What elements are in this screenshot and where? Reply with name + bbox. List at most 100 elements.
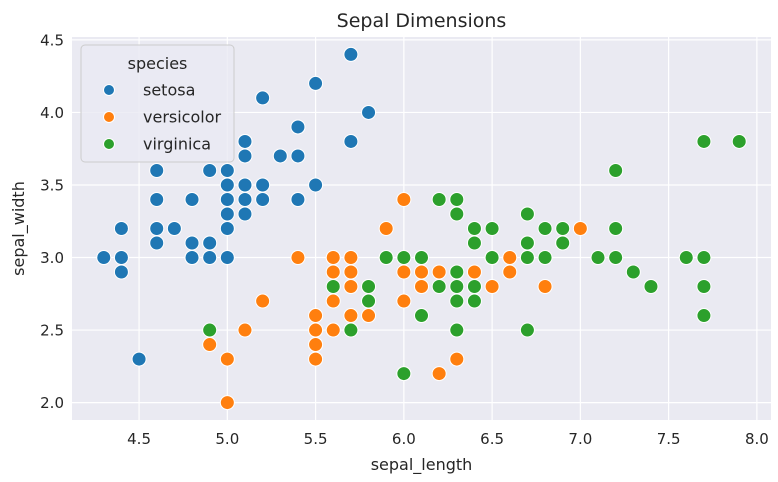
setosa-point bbox=[290, 119, 306, 135]
virginica-point bbox=[608, 221, 624, 236]
legend-label-virginica: virginica bbox=[143, 135, 211, 154]
virginica-point bbox=[537, 250, 553, 266]
virginica-point bbox=[590, 250, 606, 266]
versicolor-point bbox=[325, 264, 341, 280]
setosa-point bbox=[202, 235, 218, 251]
setosa-point bbox=[202, 162, 218, 178]
versicolor-point bbox=[325, 322, 341, 338]
virginica-point bbox=[519, 322, 535, 338]
tick-labels: 4.5 5.0 5.5 6.0 6.5 7.0 7.5 8.0 2.0 2.5 3.0 3.5 4.0 4… bbox=[40, 31, 769, 448]
versicolor-point bbox=[414, 264, 429, 280]
versicolor-point bbox=[431, 366, 447, 382]
series-virginica bbox=[202, 133, 747, 382]
setosa-point bbox=[361, 104, 377, 120]
setosa-point bbox=[290, 148, 306, 164]
versicolor-point bbox=[290, 250, 306, 266]
x-tick-label: 8.0 bbox=[745, 430, 769, 448]
data-points bbox=[96, 46, 747, 411]
virginica-point bbox=[431, 191, 447, 207]
versicolor-point bbox=[343, 250, 359, 266]
versicolor-point bbox=[414, 279, 429, 295]
legend: species setosa versicolor virginica bbox=[80, 44, 235, 163]
setosa-point bbox=[96, 250, 112, 266]
x-tick-label: 7.5 bbox=[657, 430, 681, 448]
setosa-point bbox=[237, 177, 253, 193]
virginica-point bbox=[696, 308, 712, 324]
versicolor-point bbox=[219, 351, 235, 367]
virginica-point bbox=[466, 293, 482, 309]
setosa-point bbox=[219, 206, 235, 222]
versicolor-point bbox=[308, 351, 324, 367]
y-tick-label: 4.5 bbox=[40, 31, 64, 49]
legend-title: species bbox=[128, 54, 188, 73]
versicolor-point bbox=[449, 351, 465, 367]
versicolor-point bbox=[484, 279, 500, 295]
setosa-point bbox=[255, 177, 271, 193]
setosa-point bbox=[149, 191, 165, 207]
x-tick-label: 7.0 bbox=[568, 430, 592, 448]
virginica-point bbox=[678, 250, 694, 266]
versicolor-point bbox=[396, 191, 412, 207]
y-tick-label: 2.5 bbox=[40, 322, 64, 340]
setosa-point bbox=[343, 133, 359, 149]
virginica-point bbox=[325, 279, 341, 295]
x-tick-label: 6.5 bbox=[480, 430, 504, 448]
virginica-point bbox=[555, 221, 571, 236]
legend-label-setosa: setosa bbox=[143, 81, 195, 100]
setosa-point bbox=[343, 46, 359, 62]
setosa-point bbox=[113, 221, 129, 236]
virginica-point bbox=[378, 250, 394, 266]
virginica-point bbox=[537, 221, 553, 236]
legend-marker-virginica bbox=[103, 138, 115, 150]
virginica-point bbox=[414, 308, 429, 324]
setosa-point bbox=[202, 250, 218, 266]
setosa-point bbox=[184, 250, 200, 266]
versicolor-point bbox=[396, 264, 412, 280]
virginica-point bbox=[466, 279, 482, 295]
virginica-point bbox=[731, 133, 747, 149]
setosa-point bbox=[272, 148, 288, 164]
virginica-point bbox=[484, 250, 500, 266]
setosa-point bbox=[219, 162, 235, 178]
virginica-point bbox=[643, 279, 659, 295]
series-setosa bbox=[96, 46, 377, 367]
virginica-point bbox=[414, 250, 429, 266]
setosa-point bbox=[113, 264, 129, 280]
x-tick-label: 5.0 bbox=[215, 430, 239, 448]
virginica-point bbox=[449, 293, 465, 309]
legend-label-versicolor: versicolor bbox=[143, 108, 221, 127]
versicolor-point bbox=[343, 279, 359, 295]
versicolor-point bbox=[431, 264, 447, 280]
versicolor-point bbox=[308, 308, 324, 324]
virginica-point bbox=[466, 235, 482, 251]
virginica-point bbox=[519, 206, 535, 222]
setosa-point bbox=[184, 235, 200, 251]
setosa-point bbox=[237, 133, 253, 149]
y-tick-label: 3.0 bbox=[40, 249, 64, 267]
virginica-point bbox=[519, 250, 535, 266]
x-axis-title: sepal_length bbox=[371, 455, 473, 475]
setosa-point bbox=[255, 191, 271, 207]
virginica-point bbox=[449, 279, 465, 295]
virginica-point bbox=[625, 264, 641, 280]
versicolor-point bbox=[325, 293, 341, 309]
versicolor-point bbox=[378, 221, 394, 236]
versicolor-point bbox=[255, 293, 271, 309]
setosa-point bbox=[149, 162, 165, 178]
y-tick-label: 2.0 bbox=[40, 394, 64, 412]
legend-items: setosa versicolor virginica bbox=[103, 81, 221, 154]
virginica-point bbox=[696, 279, 712, 295]
versicolor-point bbox=[502, 264, 518, 280]
setosa-point bbox=[255, 90, 271, 106]
setosa-point bbox=[308, 75, 324, 91]
versicolor-point bbox=[572, 221, 588, 236]
versicolor-point bbox=[343, 264, 359, 280]
virginica-point bbox=[202, 322, 218, 338]
virginica-point bbox=[449, 264, 465, 280]
setosa-point bbox=[149, 221, 165, 236]
legend-box bbox=[80, 44, 235, 163]
versicolor-point bbox=[308, 322, 324, 338]
virginica-point bbox=[361, 293, 377, 309]
versicolor-point bbox=[537, 279, 553, 295]
